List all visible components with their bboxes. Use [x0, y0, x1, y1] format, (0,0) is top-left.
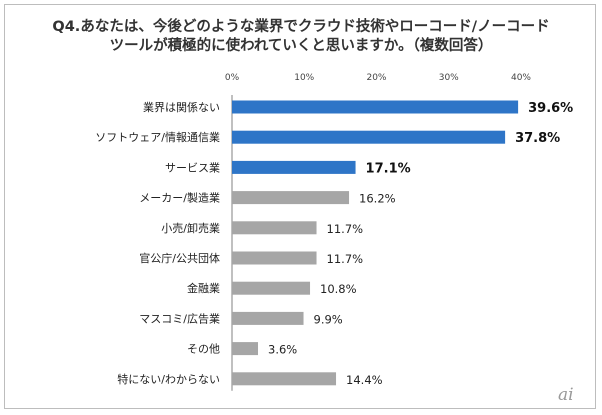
category-label: 業界は関係ない	[143, 101, 220, 114]
logo-text: ai	[558, 385, 574, 405]
bar	[232, 221, 317, 234]
bar-value-label: 37.8%	[515, 131, 560, 146]
category-label: メーカー/製造業	[139, 191, 220, 205]
category-label: その他	[187, 343, 220, 356]
x-tick-label: 40%	[511, 73, 531, 83]
x-tick-label: 0%	[225, 73, 240, 83]
bar	[232, 372, 336, 385]
bar-value-label: 11.7%	[327, 252, 364, 266]
bar-value-label: 11.7%	[327, 222, 364, 236]
category-label: ソフトウェア/情報通信業	[95, 131, 220, 144]
bar	[232, 191, 349, 204]
bar	[232, 342, 258, 355]
bar	[232, 282, 310, 295]
cnet-logo-icon: ai	[556, 383, 586, 405]
bar-value-label: 14.4%	[346, 373, 383, 387]
x-tick-label: 30%	[439, 73, 459, 83]
bar-value-label: 39.6%	[528, 101, 573, 116]
bar	[232, 131, 505, 144]
bar-value-label: 17.1%	[366, 161, 411, 176]
category-label: サービス業	[165, 161, 220, 174]
category-label: マスコミ/広告業	[139, 312, 220, 325]
bar	[232, 161, 356, 174]
bar-value-label: 9.9%	[314, 312, 343, 326]
bar	[232, 312, 304, 325]
category-label: 小売/卸売業	[161, 221, 220, 235]
bar-chart: 0% 10% 20% 30% 40% 業界は関係ない 39.6% ソフトウェア/情報通信業 37…	[0, 0, 602, 415]
bar-value-label: 10.8%	[320, 282, 357, 296]
x-tick-label: 20%	[366, 73, 386, 83]
bar	[232, 101, 518, 114]
category-label: 特にない/わからない	[117, 372, 220, 386]
category-label: 金融業	[187, 281, 220, 295]
bar-value-label: 16.2%	[359, 192, 396, 206]
bar-value-label: 3.6%	[268, 343, 297, 357]
bar	[232, 252, 317, 265]
x-tick-label: 10%	[294, 73, 314, 83]
category-label: 官公庁/公共団体	[139, 251, 220, 265]
